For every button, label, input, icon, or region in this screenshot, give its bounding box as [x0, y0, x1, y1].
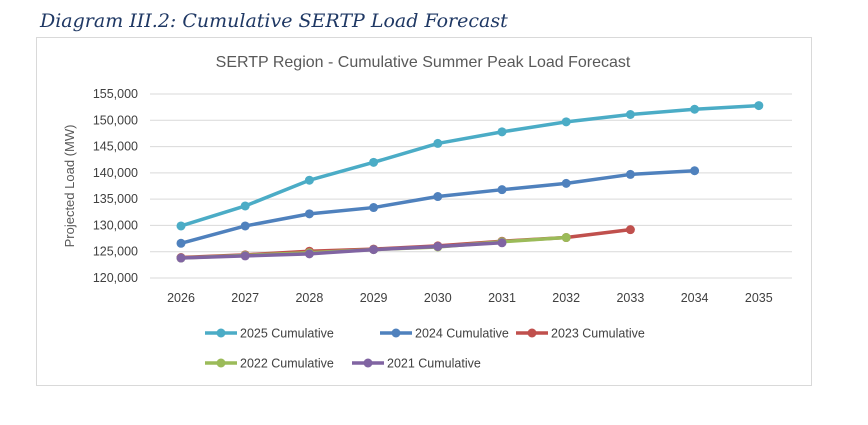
x-tick-label: 2028: [295, 291, 323, 305]
data-point: [240, 201, 250, 211]
data-point: [625, 169, 635, 179]
data-point: [433, 138, 443, 148]
x-tick-label: 2026: [167, 291, 195, 305]
y-tick-label: 125,000: [93, 245, 138, 259]
data-point: [176, 253, 186, 263]
data-point: [176, 221, 186, 231]
chart-title: SERTP Region - Cumulative Summer Peak Lo…: [216, 54, 631, 71]
data-point: [433, 192, 443, 202]
legend-label: 2021 Cumulative: [387, 357, 481, 371]
data-point: [304, 175, 314, 185]
y-tick-label: 135,000: [93, 192, 138, 206]
legend-label: 2024 Cumulative: [415, 327, 509, 341]
data-point: [754, 101, 764, 111]
data-point: [497, 238, 507, 248]
data-point: [433, 241, 443, 251]
x-tick-label: 2029: [360, 291, 388, 305]
legend-label: 2022 Cumulative: [240, 357, 334, 371]
y-tick-label: 145,000: [93, 140, 138, 154]
y-tick-label: 120,000: [93, 271, 138, 285]
y-tick-label: 150,000: [93, 113, 138, 127]
data-point: [497, 127, 507, 137]
data-point: [561, 233, 571, 243]
legend-marker: [216, 358, 226, 368]
series-line: [180, 241, 503, 260]
data-point: [304, 209, 314, 219]
data-point: [625, 225, 635, 235]
legend-marker: [391, 328, 401, 338]
x-tick-label: 2035: [745, 291, 773, 305]
legend-marker: [216, 328, 226, 338]
x-tick-label: 2032: [552, 291, 580, 305]
figure-caption: Diagram III.2: Cumulative SERTP Load For…: [40, 10, 508, 32]
y-tick-label: 130,000: [93, 218, 138, 232]
data-point: [369, 157, 379, 167]
y-tick-label: 155,000: [93, 87, 138, 101]
x-tick-label: 2033: [616, 291, 644, 305]
y-tick-label: 140,000: [93, 166, 138, 180]
x-tick-label: 2034: [681, 291, 709, 305]
legend-marker: [527, 328, 537, 338]
chart-frame: [36, 37, 812, 386]
data-point: [176, 238, 186, 248]
data-point: [690, 104, 700, 114]
data-point: [561, 117, 571, 127]
data-point: [304, 249, 314, 259]
legend-label: 2025 Cumulative: [240, 327, 334, 341]
y-axis-label: Projected Load (MW): [62, 125, 77, 248]
legend-label: 2023 Cumulative: [551, 327, 645, 341]
x-tick-label: 2031: [488, 291, 516, 305]
data-point: [369, 203, 379, 213]
data-point: [690, 166, 700, 176]
data-point: [561, 178, 571, 188]
data-point: [240, 251, 250, 261]
data-point: [625, 110, 635, 120]
data-point: [240, 221, 250, 231]
data-point: [497, 185, 507, 195]
series-line: [180, 103, 759, 228]
x-tick-label: 2027: [231, 291, 259, 305]
legend-marker: [363, 358, 373, 368]
data-point: [369, 245, 379, 255]
x-tick-label: 2030: [424, 291, 452, 305]
